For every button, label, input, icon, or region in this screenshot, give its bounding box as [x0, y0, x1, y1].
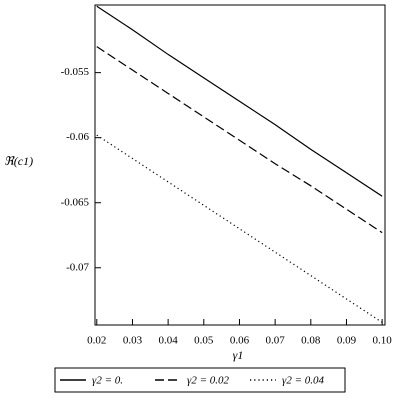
x-tick-label: 0.05	[194, 335, 214, 347]
y-tick-label: -0.065	[61, 196, 90, 208]
x-tick-label: 0.06	[230, 335, 250, 347]
x-tick-label: 0.02	[87, 335, 106, 347]
y-tick-label: -0.055	[61, 66, 90, 78]
y-tick-label: -0.07	[66, 261, 89, 273]
x-tick-label: 0.09	[337, 335, 357, 347]
x-tick-label: 0.07	[266, 335, 286, 347]
line	[96, 46, 383, 234]
plot-frame	[94, 4, 386, 326]
legend-label: γ2 = 0.02	[187, 375, 230, 387]
x-tick-label: 0.04	[158, 335, 178, 347]
y-tick-label: -0.06	[66, 131, 89, 143]
legend-label: γ2 = 0.04	[282, 375, 325, 387]
x-tick-label: 0.03	[123, 335, 143, 347]
x-tick-label: 0.08	[301, 335, 321, 347]
line	[96, 5, 383, 197]
x-tick-label: 0.10	[373, 335, 393, 347]
x-axis-label: γ1	[233, 348, 244, 362]
legend-box	[54, 367, 346, 393]
y-axis-label: ℜ(c1)	[4, 154, 33, 168]
line	[96, 134, 383, 323]
legend-label: γ2 = 0.	[92, 375, 123, 387]
